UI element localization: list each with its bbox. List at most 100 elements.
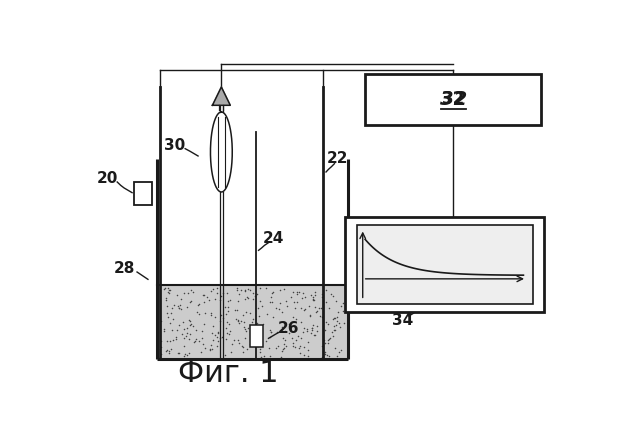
Point [179,334,189,341]
Point [218,314,228,321]
Point [323,336,333,343]
Point [205,288,216,295]
Polygon shape [212,87,230,105]
Point [168,302,179,309]
Point [220,304,230,310]
Point [329,327,339,334]
Point [179,352,189,359]
Point [232,317,243,324]
Point [277,347,287,354]
Point [161,348,171,355]
Point [186,286,196,293]
Point [290,305,300,312]
Point [173,304,184,311]
Point [164,287,174,294]
Point [256,353,266,360]
Point [272,329,282,336]
Point [210,331,220,338]
Point [320,348,330,355]
Point [276,324,287,331]
Point [164,349,174,356]
Point [182,330,192,337]
Point [232,307,243,313]
Point [194,337,204,344]
Point [335,323,346,330]
Point [237,343,247,349]
Point [291,336,301,343]
Point [213,330,223,336]
Point [310,289,321,296]
Point [304,302,314,309]
Point [299,306,309,313]
Point [232,317,243,323]
Point [300,352,310,359]
Point [190,337,200,344]
Point [332,353,342,360]
Point [308,331,319,338]
Point [310,291,320,298]
Point [276,326,287,333]
Point [221,325,231,332]
Point [241,309,252,316]
Point [288,343,298,350]
Point [252,320,262,326]
Point [268,299,278,306]
Point [238,349,248,355]
Text: 26: 26 [278,321,299,336]
Bar [157,285,348,359]
Point [191,336,201,343]
Point [234,291,244,297]
Point [278,346,288,352]
Point [240,325,250,332]
Point [307,326,317,333]
Point [160,285,170,292]
Point [244,340,255,347]
Point [185,331,195,338]
Point [260,284,271,291]
Point [300,294,310,301]
Point [271,304,282,311]
Point [305,313,315,320]
Point [167,326,177,333]
Point [172,291,182,298]
Point [324,353,334,360]
Point [210,295,220,302]
Point [182,325,192,332]
Point [332,313,342,320]
Point [261,337,271,344]
Point [328,316,338,323]
Point [296,335,307,342]
Point [275,299,285,306]
Point [236,286,246,293]
Point [165,338,175,345]
Point [302,327,312,334]
Point [317,291,328,298]
Point [249,330,259,336]
Point [252,322,262,329]
Point [236,318,246,325]
Point [179,326,189,333]
Point [225,348,236,355]
Point [331,321,341,328]
Point [182,304,192,311]
Point [173,303,183,310]
Point [239,287,250,294]
Point [337,300,348,307]
Point [243,294,253,301]
Point [164,289,174,296]
Point [321,326,331,333]
Point [287,335,297,342]
Point [221,290,232,297]
Point [224,330,234,337]
Point [266,329,276,336]
Point [186,321,196,328]
Point [188,289,198,296]
Point [319,351,330,358]
Point [186,297,196,304]
Text: 34: 34 [392,313,413,328]
Point [185,321,195,328]
Point [197,334,207,341]
Point [297,295,307,302]
Point [252,335,262,342]
Point [215,317,225,324]
